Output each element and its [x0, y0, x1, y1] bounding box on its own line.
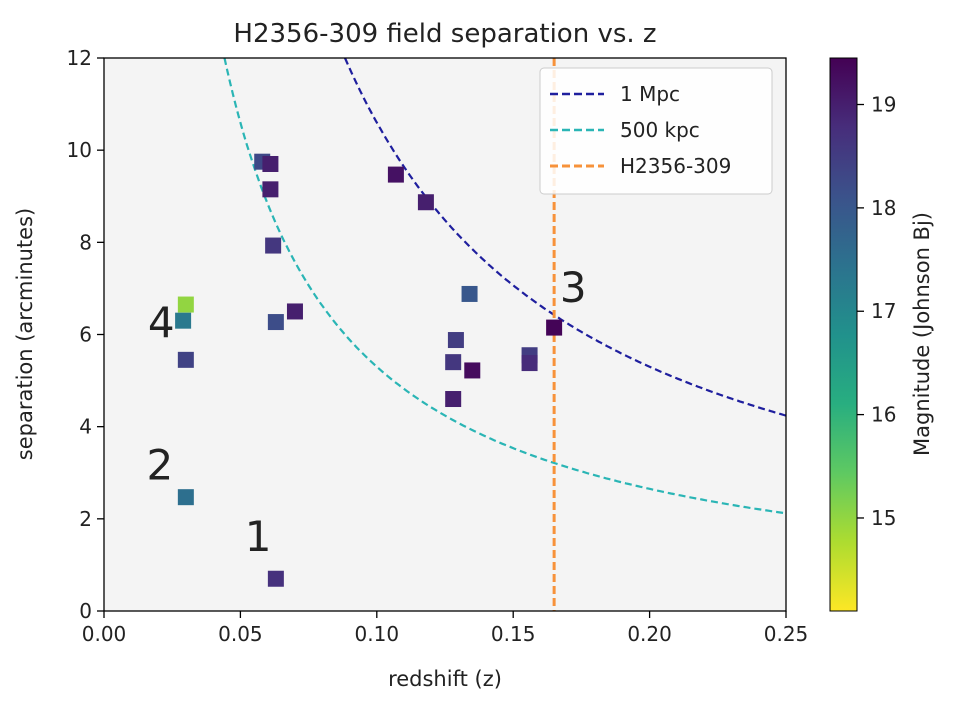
point-label: 1: [245, 512, 272, 561]
data-point: [267, 314, 284, 331]
colorbar-tick-label: 15: [871, 506, 896, 530]
data-point: [262, 155, 279, 172]
data-point: [265, 237, 282, 254]
x-axis-ticks: 0.00 0.05 0.10 0.15 0.20 0.25: [82, 611, 809, 646]
curve-500kpc: [223, 57, 787, 515]
data-point: [175, 312, 192, 329]
x-axis-label: redshift (z): [388, 667, 502, 691]
colorbar: [829, 57, 858, 612]
data-point: [387, 166, 404, 183]
data-point: [417, 194, 434, 211]
data-point: [447, 332, 464, 349]
y-tick-label: 2: [79, 507, 92, 531]
y-tick-label: 6: [79, 323, 92, 347]
x-tick-label: 0.20: [627, 622, 672, 646]
colorbar-label: Magnitude (Johnson Bj): [910, 212, 934, 456]
data-point: [461, 285, 478, 302]
y-tick-label: 4: [79, 415, 92, 439]
chart-title: H2356-309 field separation vs. z: [233, 19, 656, 49]
point-annotations: 1 2 3 4: [147, 263, 587, 561]
legend-box: [539, 67, 773, 195]
y-tick-label: 10: [67, 138, 92, 162]
legend-label: 1 Mpc: [620, 82, 680, 106]
data-point: [177, 351, 194, 368]
data-point: [464, 362, 481, 379]
data-point: [177, 489, 194, 506]
colorbar-tick-label: 16: [871, 403, 896, 427]
x-tick-label: 0.15: [491, 622, 536, 646]
data-points: [175, 153, 563, 587]
point-label: 2: [147, 441, 174, 490]
x-tick-label: 0.10: [355, 622, 400, 646]
legend-label: 500 kpc: [620, 118, 700, 142]
x-tick-label: 0.00: [82, 622, 127, 646]
data-point: [286, 303, 303, 320]
data-point: [445, 391, 462, 408]
colorbar-tick-label: 18: [871, 196, 896, 220]
y-axis-ticks: 0 2 4 6 8 10 12: [67, 46, 104, 623]
data-point: [177, 296, 194, 313]
y-tick-label: 12: [67, 46, 92, 70]
y-tick-label: 8: [79, 230, 92, 254]
colorbar-tick-label: 19: [871, 93, 896, 117]
colorbar-tick-label: 17: [871, 299, 896, 323]
data-point: [546, 319, 563, 336]
point-label: 3: [560, 263, 587, 312]
y-tick-label: 0: [79, 599, 92, 623]
legend-label: H2356-309: [620, 154, 731, 178]
point-label: 4: [148, 298, 175, 347]
curve-1mpc: [343, 57, 787, 417]
data-point: [445, 354, 462, 371]
legend: 1 Mpc 500 kpc H2356-309: [539, 67, 773, 195]
data-point: [262, 181, 279, 198]
x-tick-label: 0.25: [764, 622, 809, 646]
colorbar-ticks: 15 16 17 18 19: [857, 93, 896, 530]
data-point: [521, 355, 538, 372]
data-point: [267, 570, 284, 587]
x-tick-label: 0.05: [218, 622, 263, 646]
y-axis-label: separation (arcminutes): [13, 208, 37, 460]
